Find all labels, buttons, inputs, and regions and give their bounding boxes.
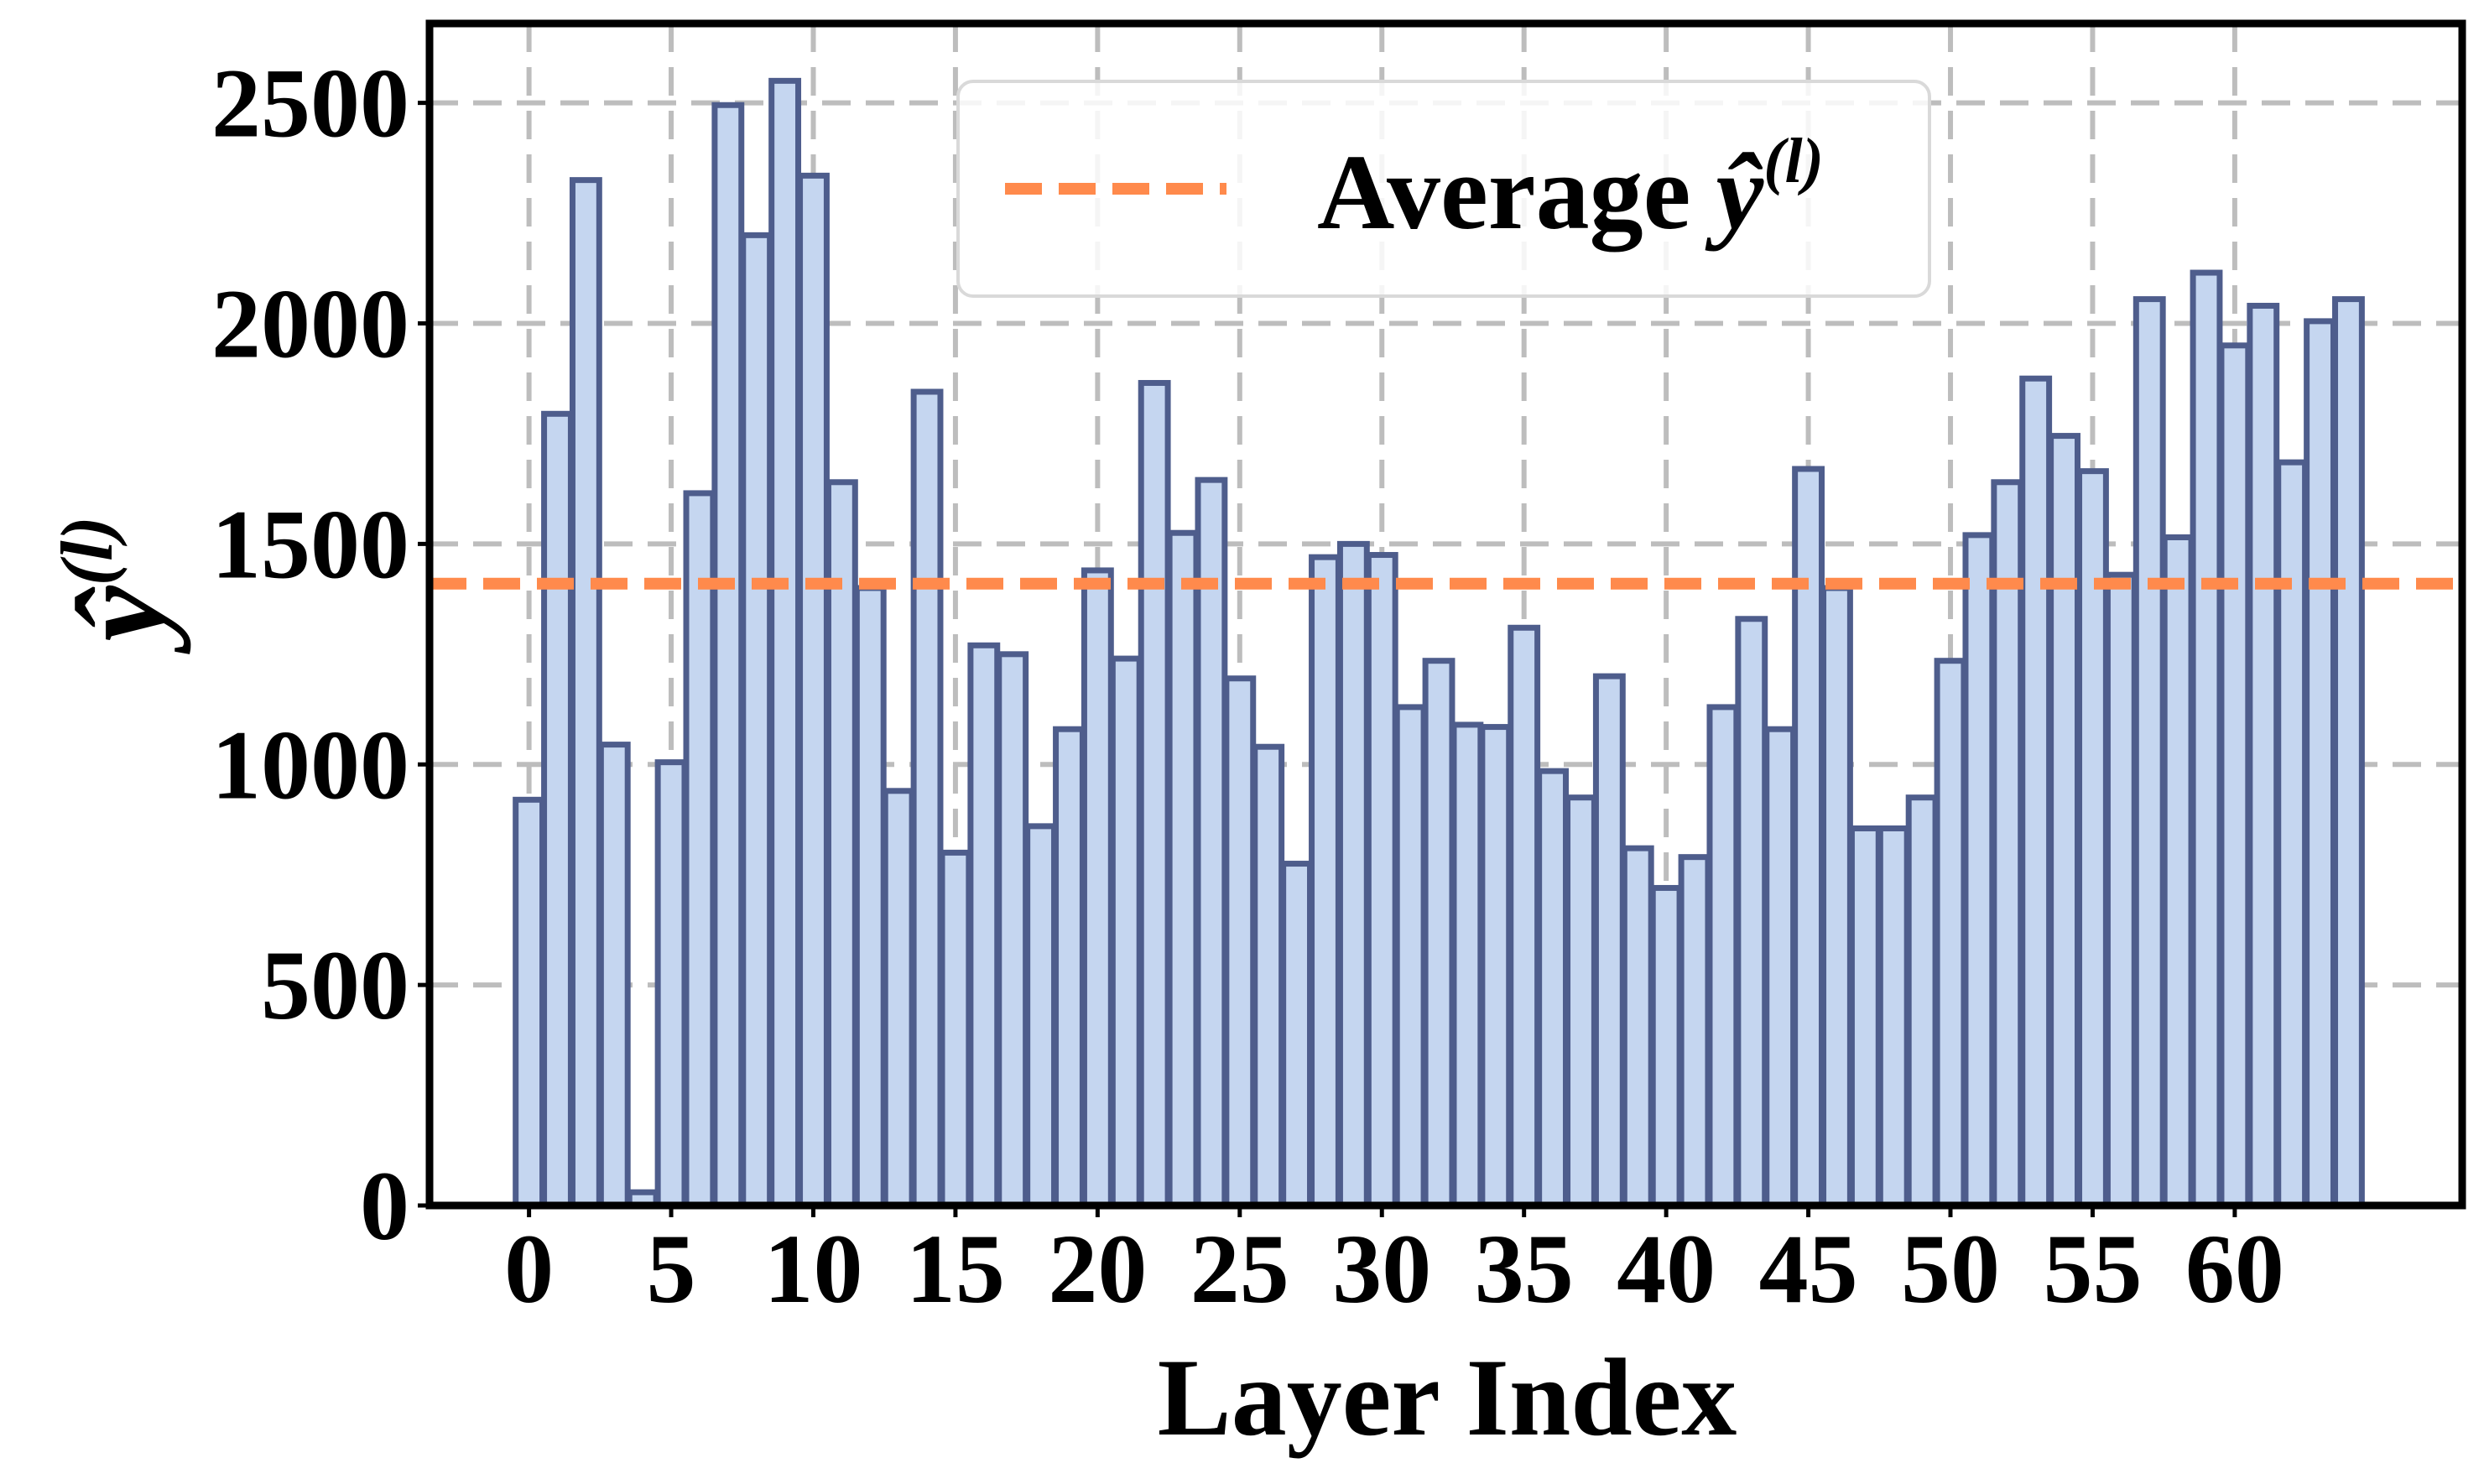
x-tick-label: 0	[504, 1214, 554, 1324]
bar	[1536, 768, 1570, 1209]
x-tick-labels: 0 5 10 15 20 25 30 35 40 45 50 55 60	[504, 1214, 2284, 1324]
bar	[1877, 825, 1910, 1209]
y-tick-label: 500	[261, 930, 409, 1040]
bar	[1621, 845, 1654, 1209]
bar	[541, 410, 574, 1209]
bar	[2332, 296, 2365, 1209]
bar	[2161, 534, 2195, 1209]
x-tick-label: 15	[906, 1214, 1005, 1324]
bar	[1592, 673, 1626, 1209]
bar	[2247, 302, 2280, 1209]
bar	[1365, 552, 1398, 1209]
bar	[711, 102, 745, 1209]
bar	[2275, 459, 2309, 1209]
x-axis-label: Layer Index	[1158, 1336, 1737, 1459]
bar	[1109, 655, 1143, 1209]
x-tick-label: 35	[1475, 1214, 1574, 1324]
bar	[1508, 624, 1541, 1209]
bar	[1393, 704, 1427, 1209]
bar	[1336, 540, 1370, 1209]
bar	[1962, 532, 1996, 1209]
bar	[2218, 342, 2252, 1209]
bar	[1706, 704, 1740, 1209]
bar	[1991, 479, 2024, 1209]
y-axis-label-superscript: (l)	[47, 516, 128, 586]
bar	[1223, 675, 1257, 1209]
bar	[1735, 616, 1768, 1209]
bar	[513, 796, 546, 1209]
x-tick-label: 30	[1332, 1214, 1431, 1324]
x-tick-label: 40	[1617, 1214, 1716, 1324]
bar	[569, 177, 602, 1209]
bar	[1848, 825, 1882, 1209]
y-tick-label: 0	[360, 1151, 409, 1261]
x-tick-label: 55	[2043, 1214, 2142, 1324]
x-tick-label: 5	[647, 1214, 696, 1324]
legend-label-text: Average	[1317, 133, 1690, 252]
legend: Average ŷ(l)	[956, 80, 1931, 298]
bar	[768, 77, 802, 1209]
x-tick-label: 25	[1190, 1214, 1289, 1324]
y-tick-label: 1000	[211, 710, 409, 820]
bar	[683, 490, 716, 1209]
bar	[1166, 529, 1200, 1209]
y-tick-label: 2000	[211, 269, 409, 379]
y-tick-label: 1500	[211, 489, 409, 599]
bars	[513, 77, 2365, 1209]
bar	[825, 479, 858, 1209]
bar	[2190, 269, 2223, 1209]
bar	[2019, 375, 2053, 1209]
bar	[1820, 585, 1853, 1209]
plot-frame	[425, 19, 2466, 1210]
legend-average-label: Average ŷ(l)	[1317, 126, 1824, 252]
bar	[2104, 571, 2138, 1209]
bar	[1678, 854, 1711, 1209]
legend-box	[956, 80, 1931, 298]
bar	[1450, 721, 1484, 1209]
bar	[996, 651, 1029, 1209]
bar	[1479, 724, 1513, 1209]
bar	[967, 642, 1001, 1209]
tick-marks	[418, 101, 2237, 1217]
bar	[1649, 884, 1683, 1209]
bar	[597, 742, 631, 1209]
x-tick-label: 20	[1048, 1214, 1147, 1324]
bar	[1053, 726, 1086, 1209]
bar	[1763, 726, 1797, 1209]
y-tick-label: 2500	[211, 49, 409, 159]
y-axis-label: ŷ(l)	[47, 516, 191, 655]
bar	[740, 232, 773, 1209]
bar	[939, 849, 972, 1209]
x-tick-label: 60	[2185, 1214, 2284, 1324]
bar	[882, 788, 915, 1209]
bar	[797, 172, 830, 1209]
bar	[1280, 861, 1314, 1209]
bar	[2048, 433, 2080, 1209]
bar	[1024, 823, 1058, 1209]
x-tick-label: 10	[763, 1214, 862, 1324]
bar	[2132, 296, 2166, 1209]
bar	[1081, 567, 1114, 1209]
legend-label-superscript: (l)	[1763, 126, 1824, 196]
x-tick-label: 45	[1759, 1214, 1858, 1324]
bar	[1422, 658, 1456, 1209]
y-axis-label-symbol: ŷ	[52, 585, 191, 655]
bar	[2304, 318, 2336, 1209]
bar	[1934, 658, 1967, 1209]
bar	[910, 388, 944, 1209]
bar	[1252, 743, 1285, 1209]
bar	[1565, 794, 1597, 1209]
bar	[1309, 554, 1341, 1209]
bar	[654, 759, 688, 1209]
bar	[853, 585, 887, 1209]
bar	[1138, 379, 1171, 1209]
y-tick-labels: 0 500 1000 1500 2000 2500	[211, 49, 409, 1261]
x-tick-label: 50	[1901, 1214, 2000, 1324]
bar	[1905, 794, 1939, 1209]
